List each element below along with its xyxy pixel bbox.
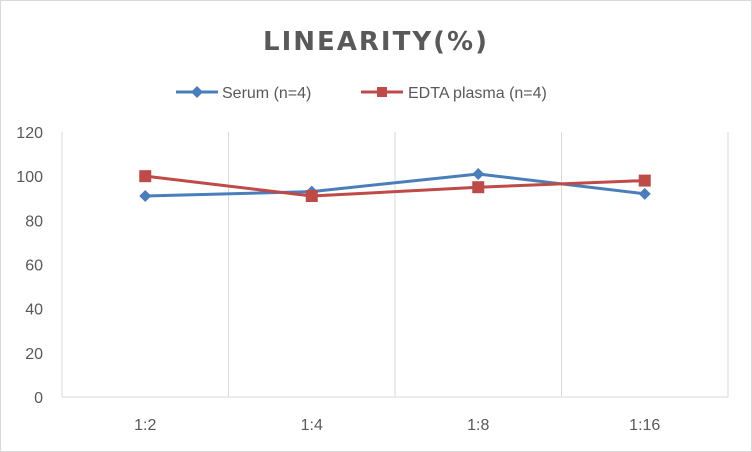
gridlines bbox=[61, 132, 729, 397]
y-tick-label: 100 bbox=[16, 169, 43, 186]
y-tick-label: 20 bbox=[25, 346, 43, 363]
legend-marker-serum bbox=[191, 86, 203, 98]
y-tick-label: 120 bbox=[16, 125, 43, 142]
data-point bbox=[139, 190, 152, 203]
data-point bbox=[305, 190, 318, 203]
x-tick-label: 1:16 bbox=[629, 417, 660, 434]
x-axis-ticks: 1:2 1:4 1:8 1:16 bbox=[134, 417, 660, 434]
legend-marker-edta bbox=[377, 87, 387, 97]
y-tick-label: 40 bbox=[25, 302, 43, 319]
y-axis-ticks: 0 20 40 60 80 100 120 bbox=[16, 125, 43, 407]
data-point bbox=[472, 167, 485, 180]
x-tick-label: 1:8 bbox=[467, 417, 489, 434]
y-tick-label: 60 bbox=[25, 258, 43, 275]
legend-item-serum: Serum (n=4) bbox=[176, 85, 311, 102]
legend: Serum (n=4) EDTA plasma (n=4) bbox=[176, 85, 547, 102]
legend-item-edta: EDTA plasma (n=4) bbox=[361, 85, 547, 102]
x-tick-label: 1:4 bbox=[301, 417, 323, 434]
y-tick-label: 0 bbox=[34, 390, 43, 407]
data-point bbox=[139, 170, 152, 183]
y-tick-label: 80 bbox=[25, 213, 43, 230]
data-point bbox=[638, 187, 651, 200]
data-point bbox=[638, 174, 651, 187]
series-edta-plasma bbox=[139, 170, 651, 203]
data-point bbox=[472, 181, 485, 194]
x-tick-label: 1:2 bbox=[134, 417, 156, 434]
series-layer bbox=[139, 167, 651, 203]
series-line bbox=[145, 174, 645, 198]
legend-label-edta: EDTA plasma (n=4) bbox=[408, 85, 547, 102]
chart-title: LINEARITY(%) bbox=[263, 27, 489, 57]
legend-label-serum: Serum (n=4) bbox=[222, 85, 311, 102]
